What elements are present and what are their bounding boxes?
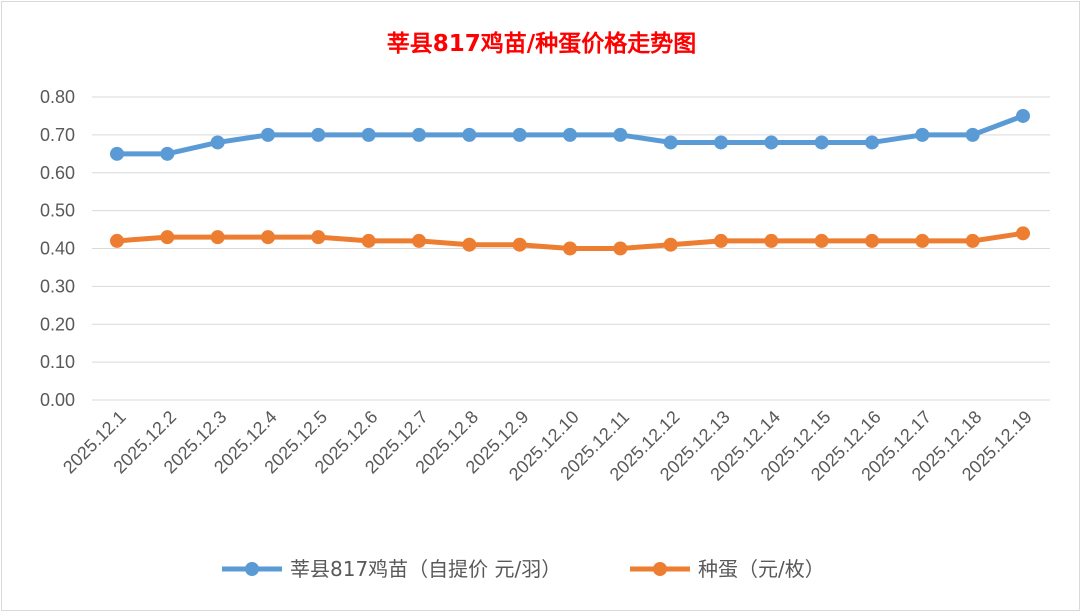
data-point	[663, 135, 678, 150]
y-tick-label: 0.70	[40, 125, 75, 145]
data-point	[663, 237, 678, 252]
y-tick-label: 0.30	[40, 276, 75, 296]
y-tick-label: 0.80	[40, 87, 75, 107]
data-point	[915, 127, 930, 142]
y-tick-label: 0.00	[40, 390, 75, 410]
data-point	[110, 233, 124, 248]
data-point	[865, 233, 879, 248]
y-tick-label: 0.20	[40, 314, 75, 334]
data-point	[814, 233, 829, 248]
legend-label: 莘县817鸡苗（自提价 元/羽）	[290, 557, 561, 581]
data-point	[210, 230, 225, 245]
data-point	[311, 127, 326, 142]
data-point	[512, 127, 527, 142]
data-point	[210, 135, 225, 150]
chart-title: 莘县817鸡苗/种蛋价格走势图	[386, 31, 697, 57]
data-point	[563, 241, 577, 256]
data-point	[965, 127, 980, 142]
data-point	[613, 127, 628, 142]
data-point	[462, 237, 477, 252]
data-point	[563, 127, 577, 142]
legend-marker	[245, 562, 259, 576]
data-point	[1016, 226, 1030, 241]
legend-marker	[653, 562, 667, 576]
data-point	[160, 230, 175, 245]
data-point	[764, 135, 779, 150]
data-point	[261, 127, 275, 142]
y-tick-label: 0.50	[40, 201, 75, 221]
data-point	[311, 230, 326, 245]
data-point	[512, 237, 527, 252]
y-tick-label: 0.60	[40, 163, 75, 183]
y-tick-label: 0.10	[40, 352, 75, 372]
data-point	[965, 233, 980, 248]
data-point	[412, 233, 426, 248]
data-point	[361, 233, 376, 248]
data-point	[865, 135, 879, 150]
y-tick-label: 0.40	[40, 239, 75, 259]
data-point	[915, 233, 930, 248]
data-point	[261, 230, 275, 245]
data-point	[714, 233, 728, 248]
data-point	[764, 233, 779, 248]
data-point	[110, 146, 124, 161]
data-point	[160, 146, 175, 161]
data-point	[412, 127, 426, 142]
legend-label: 种蛋（元/枚）	[698, 557, 825, 581]
data-point	[361, 127, 376, 142]
data-point	[1016, 108, 1030, 123]
data-point	[613, 241, 628, 256]
data-point	[714, 135, 728, 150]
data-point	[462, 127, 477, 142]
data-point	[814, 135, 829, 150]
